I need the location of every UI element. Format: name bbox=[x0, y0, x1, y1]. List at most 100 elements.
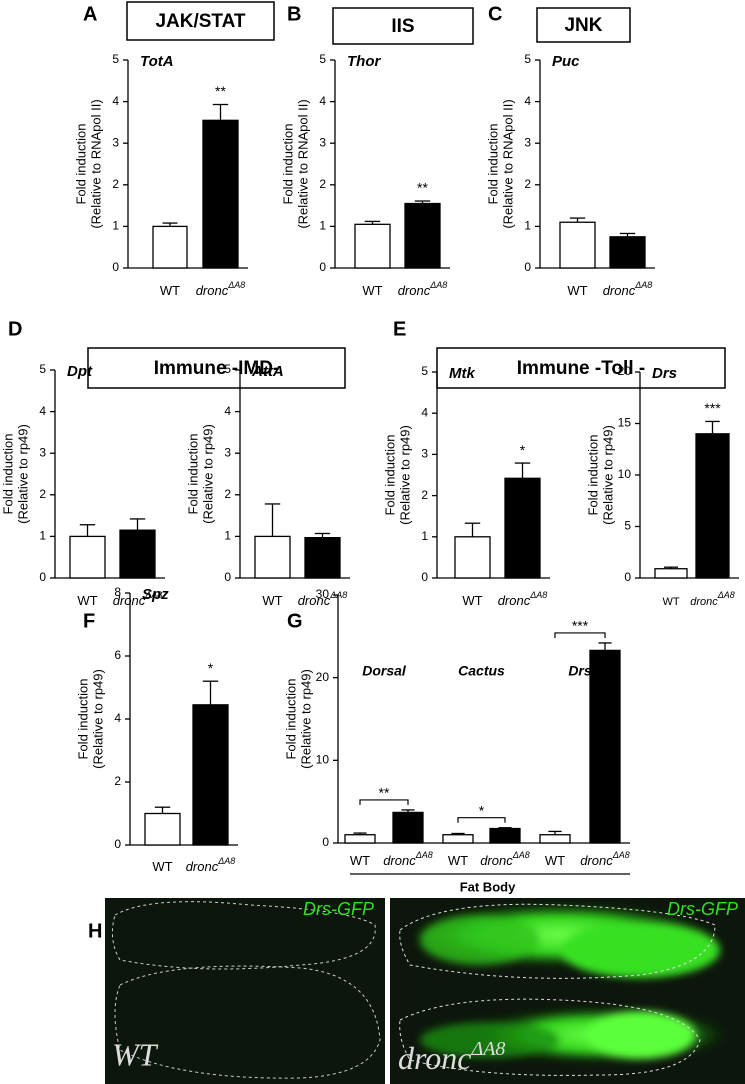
y-tick-label: 4 bbox=[524, 94, 531, 108]
y-tick-label: 5 bbox=[524, 52, 531, 66]
bar bbox=[152, 225, 188, 269]
category: dronc bbox=[298, 593, 331, 608]
y-tick-label: 1 bbox=[524, 219, 531, 233]
y-axis-label: Fold induction bbox=[283, 679, 298, 760]
y-tick-label: 0 bbox=[322, 835, 329, 849]
significance: ** bbox=[215, 83, 226, 99]
y-tick-label: 2 bbox=[421, 488, 428, 502]
y-tick-label: 1 bbox=[421, 529, 428, 543]
x-tick-label: WT bbox=[77, 593, 97, 608]
marker-label: Drs-GFP bbox=[667, 899, 738, 919]
y-tick-label: 0 bbox=[39, 570, 46, 584]
y-tick-label: 5 bbox=[624, 519, 631, 533]
y-tick-label: 0 bbox=[624, 570, 631, 584]
x-tick-label: WT bbox=[160, 283, 180, 298]
panel-letter: E bbox=[393, 318, 406, 340]
y-tick-label: 30 bbox=[316, 587, 330, 601]
y-tick-label: 1 bbox=[319, 219, 326, 233]
bar bbox=[442, 834, 474, 844]
category: dronc bbox=[580, 853, 613, 868]
x-tick-label: WT bbox=[350, 853, 370, 868]
x-tick-label: WT bbox=[152, 859, 172, 874]
y-tick-label: 5 bbox=[112, 52, 119, 66]
y-tick-label: 10 bbox=[618, 467, 632, 481]
category: WT bbox=[262, 593, 282, 608]
x-tick-label: droncΔA8 bbox=[690, 590, 735, 608]
y-tick-label: 3 bbox=[319, 135, 326, 149]
image-left bbox=[105, 898, 385, 1084]
y-tick-label: 4 bbox=[114, 711, 121, 725]
y-axis-label: Fold induction bbox=[485, 124, 500, 205]
group-label: Drs bbox=[568, 663, 592, 679]
genotype-name: dronc bbox=[398, 1040, 471, 1076]
x-tick-label: WT bbox=[567, 283, 587, 298]
y-tick-label: 2 bbox=[224, 487, 231, 501]
chart-title: TotA bbox=[140, 53, 174, 70]
x-tick-label: WT bbox=[462, 593, 482, 608]
y-axis-label: (Relative to rp49) bbox=[15, 424, 30, 524]
panel-letter: B bbox=[287, 3, 301, 25]
y-tick-label: 4 bbox=[319, 94, 326, 108]
y-tick-label: 0 bbox=[319, 260, 326, 274]
x-tick-label: WT bbox=[448, 853, 468, 868]
y-tick-label: 2 bbox=[114, 774, 121, 788]
y-tick-label: 4 bbox=[112, 94, 119, 108]
y-tick-label: 3 bbox=[112, 135, 119, 149]
y-axis-label: (Relative to rp49) bbox=[397, 425, 412, 525]
category: WT bbox=[77, 593, 97, 608]
outline bbox=[111, 901, 376, 970]
bracket bbox=[457, 817, 506, 823]
category-superscript: ΔA8 bbox=[144, 590, 162, 600]
significance: * bbox=[479, 802, 485, 818]
y-tick-label: 2 bbox=[112, 177, 119, 191]
y-axis-label: Fold induction bbox=[75, 679, 90, 760]
bracket bbox=[359, 799, 409, 805]
category-superscript: ΔA8 bbox=[429, 280, 447, 290]
x-tick-label: droncΔA8 bbox=[113, 590, 163, 608]
y-tick-label: 6 bbox=[114, 648, 121, 662]
panel-letter: G bbox=[287, 610, 303, 632]
significance: ** bbox=[417, 180, 428, 196]
category: WT bbox=[362, 283, 382, 298]
bar bbox=[654, 568, 688, 579]
chart-title: Dpt bbox=[67, 363, 93, 380]
category-superscript: ΔA8 bbox=[512, 850, 530, 860]
bar bbox=[609, 236, 646, 269]
group-label: Cactus bbox=[458, 663, 505, 679]
chart-title: Spz bbox=[142, 586, 169, 603]
marker-label: Drs-GFP bbox=[303, 899, 374, 919]
significance: * bbox=[520, 442, 526, 458]
bar bbox=[559, 221, 596, 269]
y-axis-label: (Relative to rp49) bbox=[600, 425, 615, 525]
bar bbox=[539, 834, 571, 844]
pathway-label: JNK bbox=[564, 15, 602, 36]
y-tick-label: 4 bbox=[39, 404, 46, 418]
x-tick-label: droncΔA8 bbox=[498, 590, 548, 608]
y-tick-label: 10 bbox=[316, 753, 330, 767]
category: WT bbox=[160, 283, 180, 298]
pathway-label: Immune -Toll - bbox=[517, 358, 645, 379]
group-label: Dorsal bbox=[362, 663, 407, 679]
pathway-label: JAK/STAT bbox=[155, 11, 245, 32]
chart-title: Thor bbox=[347, 53, 381, 70]
chart-title: Mtk bbox=[449, 365, 475, 382]
category: WT bbox=[350, 853, 370, 868]
chart-title: Drs bbox=[652, 365, 677, 382]
genotype-superscript: ΔA8 bbox=[470, 1038, 505, 1060]
category: dronc bbox=[113, 593, 146, 608]
y-tick-label: 2 bbox=[524, 177, 531, 191]
pathway-box bbox=[536, 7, 631, 43]
x-axis-label: Fat Body bbox=[460, 879, 516, 894]
y-tick-label: 0 bbox=[112, 260, 119, 274]
category-superscript: ΔA8 bbox=[612, 850, 630, 860]
bar bbox=[454, 536, 491, 579]
category: dronc bbox=[603, 283, 636, 298]
panel-letter: H bbox=[88, 920, 102, 942]
x-tick-label: droncΔA8 bbox=[603, 280, 653, 298]
category: dronc bbox=[498, 593, 531, 608]
panel-letter: A bbox=[83, 3, 97, 25]
bracket bbox=[554, 632, 606, 638]
x-tick-label: WT bbox=[662, 596, 679, 608]
y-tick-label: 5 bbox=[319, 52, 326, 66]
y-tick-label: 4 bbox=[421, 405, 428, 419]
